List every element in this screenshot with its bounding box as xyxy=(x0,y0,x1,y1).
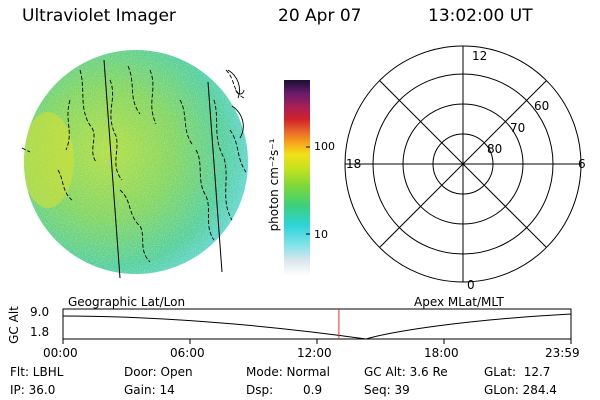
door-readout: Door: Open xyxy=(124,365,193,379)
timeline-y-high: 9.0 xyxy=(30,305,50,319)
polar-ring-label-80: 80 xyxy=(487,142,502,156)
polar-grid: 12 18 6 0 60 70 80 xyxy=(344,45,586,292)
dsp-readout-label: Dsp: xyxy=(246,383,274,397)
ip-readout: IP: 36.0 xyxy=(10,383,56,397)
polar-label-right: 6 xyxy=(578,157,586,171)
instrument-title: Ultraviolet Imager xyxy=(22,6,176,26)
timeline-plot xyxy=(62,308,572,344)
polar-ring-label-70: 70 xyxy=(510,121,525,135)
meridian-lines xyxy=(103,59,223,279)
dayside-glow xyxy=(24,112,74,208)
timeline-tick-0: 00:00 xyxy=(43,346,78,360)
timeline-ylabel: GC Alt xyxy=(7,306,21,344)
altitude-curve xyxy=(62,313,572,340)
mode-readout: Mode: Normal xyxy=(246,365,330,379)
colorbar-scale xyxy=(284,80,310,276)
polar-label-bottom: 0 xyxy=(467,278,475,292)
polar-diagonal-2 xyxy=(379,80,547,248)
glon-readout: GLon: 284.4 xyxy=(484,383,557,397)
glat-readout: GLat: 12.7 xyxy=(484,365,551,379)
colorbar-label-10: 10 xyxy=(314,228,328,241)
filter-readout: Flt: LBHL xyxy=(10,365,64,379)
timeline-y-low: 1.8 xyxy=(30,325,50,339)
gc-alt-readout: GC Alt: 3.6 Re xyxy=(364,365,448,379)
timeline-ticks xyxy=(62,339,572,344)
time-label: 13:02:00 UT xyxy=(428,6,533,26)
dsp-readout-value: 0.9 xyxy=(303,383,323,397)
timeline-tick-1: 06:00 xyxy=(170,346,205,360)
gain-readout: Gain: 14 xyxy=(124,383,175,397)
colorbar xyxy=(284,80,310,276)
timeline-tick-4: 23:59 xyxy=(545,346,580,360)
date-label: 20 Apr 07 xyxy=(278,6,362,26)
timeline-left-title: Geographic Lat/Lon xyxy=(68,295,186,309)
coastlines xyxy=(21,65,247,263)
polar-ring-label-60: 60 xyxy=(534,99,549,113)
colorbar-unit-label: photon cm⁻²s⁻¹ xyxy=(267,138,281,232)
polar-label-left: 18 xyxy=(346,157,361,171)
seq-readout: Seq: 39 xyxy=(364,383,410,397)
colorbar-label-100: 100 xyxy=(314,140,335,153)
uv-image-panel xyxy=(21,50,248,279)
timeline-tick-2: 12:00 xyxy=(297,346,332,360)
timeline-right-title: Apex MLat/MLT xyxy=(414,295,504,309)
polar-label-top: 12 xyxy=(472,49,487,63)
timeline-frame xyxy=(62,308,572,340)
timeline-tick-3: 18:00 xyxy=(424,346,459,360)
outer-contours xyxy=(227,69,245,139)
